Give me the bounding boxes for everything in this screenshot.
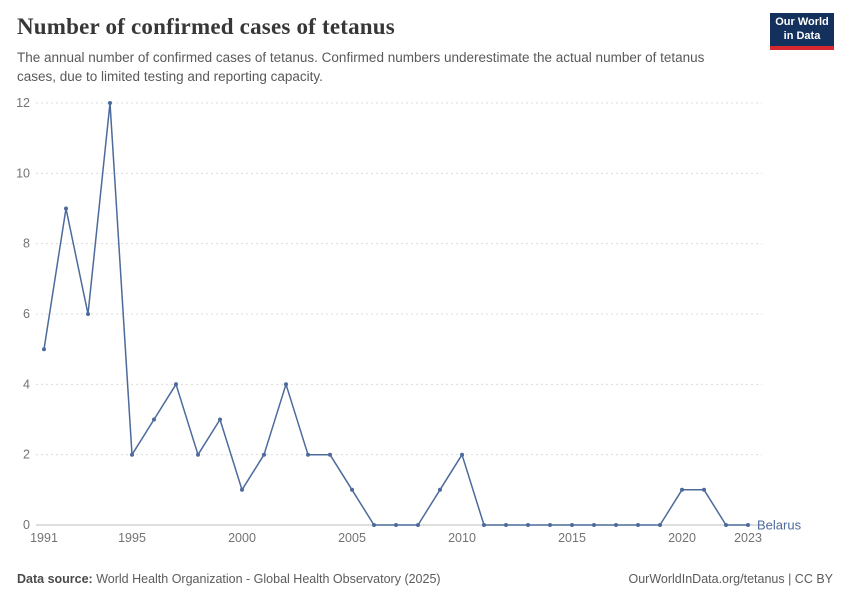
logo-line2: in Data	[783, 29, 821, 42]
data-point	[460, 452, 464, 457]
data-point	[86, 311, 90, 316]
header-text: Number of confirmed cases of tetanus The…	[17, 13, 722, 87]
data-point	[482, 522, 486, 527]
data-source-label: Data source:	[17, 572, 93, 586]
page-title: Number of confirmed cases of tetanus	[17, 14, 395, 39]
data-point	[174, 382, 178, 387]
y-tick-label: 6	[23, 307, 30, 321]
x-tick-label: 2020	[668, 531, 696, 545]
data-point	[240, 487, 244, 492]
series-end-label: Belarus	[757, 517, 802, 532]
y-tick-label: 4	[23, 377, 30, 391]
x-tick-label: 2000	[228, 531, 256, 545]
x-tick-label: 2023	[734, 531, 762, 545]
chart-header: Number of confirmed cases of tetanus The…	[0, 0, 850, 87]
data-point	[152, 417, 156, 422]
data-point	[680, 487, 684, 492]
data-point	[702, 487, 706, 492]
data-point	[636, 522, 640, 527]
data-point	[284, 382, 288, 387]
data-point	[724, 522, 728, 527]
data-point	[218, 417, 222, 422]
x-tick-label: 2005	[338, 531, 366, 545]
y-tick-label: 0	[23, 518, 30, 532]
x-tick-label: 2015	[558, 531, 586, 545]
data-point	[438, 487, 442, 492]
data-point	[328, 452, 332, 457]
data-point	[196, 452, 200, 457]
data-point	[416, 522, 420, 527]
data-point	[746, 522, 750, 527]
data-source-text: World Health Organization - Global Healt…	[92, 572, 441, 586]
data-point	[526, 522, 530, 527]
data-point	[504, 522, 508, 527]
data-point	[372, 522, 376, 527]
data-point	[42, 346, 46, 351]
x-tick-label: 2010	[448, 531, 476, 545]
page-subtitle: The annual number of confirmed cases of …	[17, 49, 705, 85]
logo-line1: Our World	[775, 16, 829, 29]
owid-logo: Our World in Data	[770, 13, 834, 50]
data-source: Data source: World Health Organization -…	[17, 572, 441, 586]
y-tick-label: 10	[16, 166, 30, 180]
data-point	[306, 452, 310, 457]
x-tick-label: 1995	[118, 531, 146, 545]
x-tick-label: 1991	[30, 531, 58, 545]
data-point	[64, 206, 68, 211]
data-point	[262, 452, 266, 457]
data-point	[614, 522, 618, 527]
data-point	[548, 522, 552, 527]
y-tick-label: 2	[23, 447, 30, 461]
y-tick-label: 8	[23, 236, 30, 250]
data-point	[350, 487, 354, 492]
data-point	[130, 452, 134, 457]
chart-footer: Data source: World Health Organization -…	[0, 566, 850, 600]
data-point	[658, 522, 662, 527]
data-point	[592, 522, 596, 527]
credit-link[interactable]: OurWorldInData.org/tetanus | CC BY	[628, 572, 834, 586]
chart-area: 0 2 4 6 8 10 12 1991 1995 2000 2005 2010 2015 2020 202…	[0, 87, 850, 554]
data-point	[394, 522, 398, 527]
data-point	[108, 100, 112, 105]
y-tick-label: 12	[16, 96, 30, 110]
data-point	[570, 522, 574, 527]
chart-svg: 0 2 4 6 8 10 12 1991 1995 2000 2005 2010 2015 2020 202…	[16, 96, 802, 545]
